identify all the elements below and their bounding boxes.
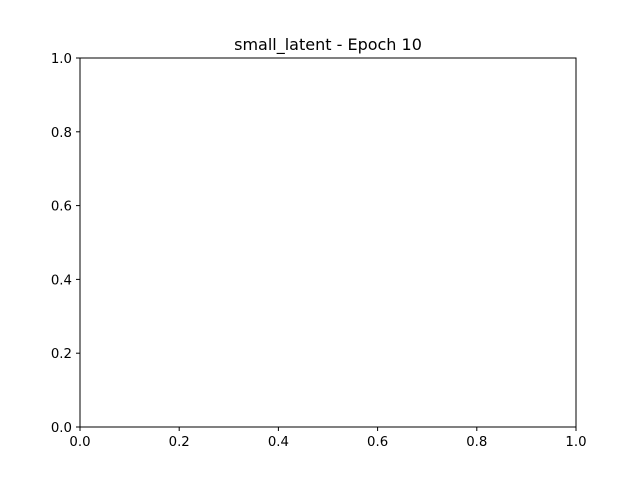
x-tick-label: 0.4 bbox=[268, 435, 289, 450]
y-tick-label: 1.0 bbox=[51, 52, 72, 67]
y-tick-label: 0.2 bbox=[51, 347, 72, 362]
x-tick-label: 0.8 bbox=[466, 435, 487, 450]
chart-title: small_latent - Epoch 10 bbox=[234, 35, 422, 55]
y-tick-label: 0.0 bbox=[51, 421, 72, 436]
x-tick-label: 0.0 bbox=[69, 435, 90, 450]
x-tick-label: 1.0 bbox=[565, 435, 586, 450]
y-tick-label: 0.8 bbox=[51, 126, 72, 141]
y-tick-label: 0.6 bbox=[51, 200, 72, 215]
axes-frame bbox=[79, 57, 577, 428]
x-tick-label: 0.6 bbox=[367, 435, 388, 450]
x-tick-label: 0.2 bbox=[169, 435, 190, 450]
y-tick-label: 0.4 bbox=[51, 273, 72, 288]
plot-area: 0.0 0.2 0.4 0.6 0.8 1.0 0.0 0.2 0.4 0.6 0.8 1.0 bbox=[51, 52, 587, 450]
